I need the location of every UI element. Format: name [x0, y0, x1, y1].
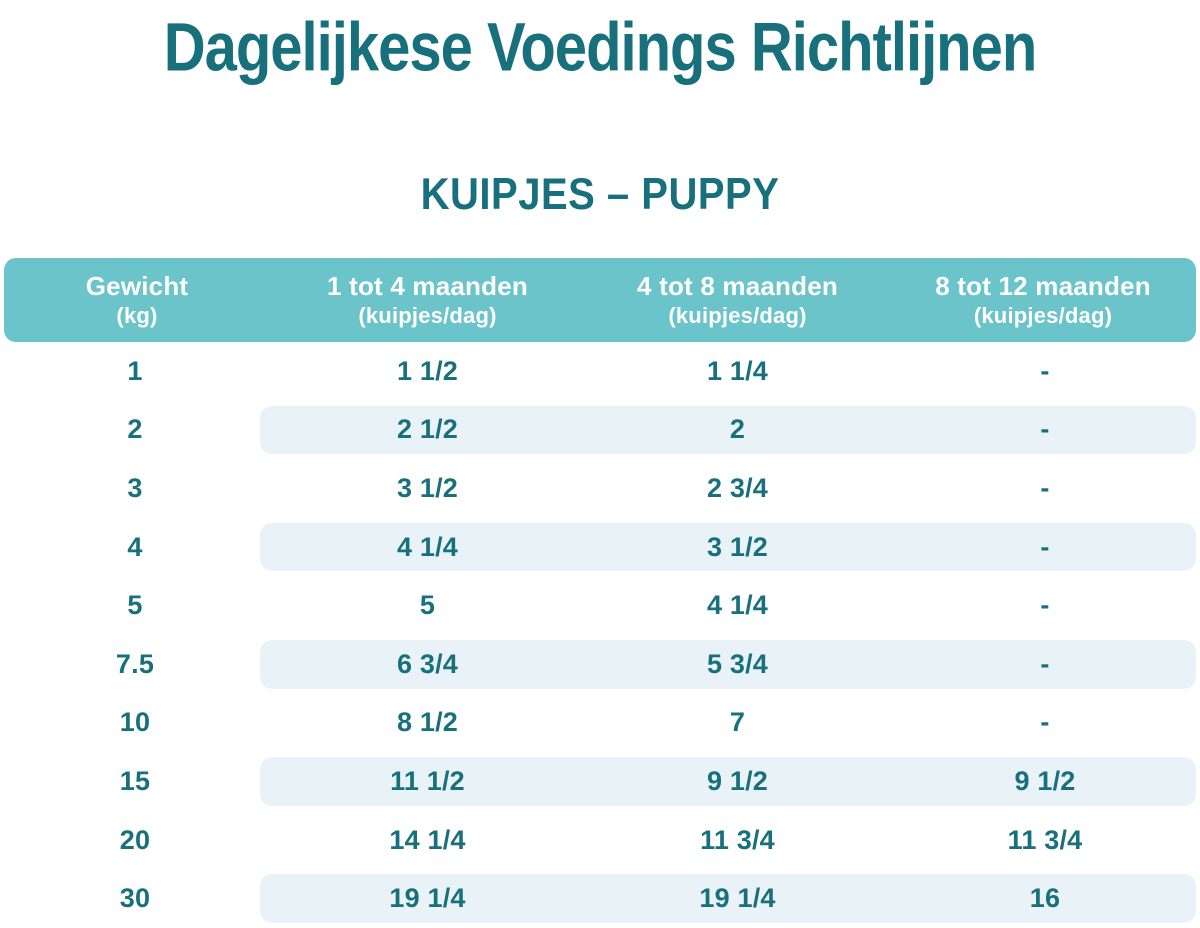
- value-cell: 3 1/2: [706, 531, 769, 562]
- value-cell: 2 3/4: [706, 472, 769, 503]
- column-header-2: 1 tot 4 maanden (kuipjes/dag): [270, 273, 585, 327]
- value-cell: 2: [729, 414, 746, 445]
- weight-cell: 3: [127, 472, 143, 503]
- value-cell: 6 3/4: [396, 648, 459, 679]
- table-row: 3 3 1/2 2 3/4 -: [0, 459, 1200, 518]
- table-row: 1 1 1/2 1 1/4 -: [0, 342, 1200, 401]
- column-header-label: 8 tot 12 maanden: [935, 271, 1151, 301]
- table-row: 2 2 1/2 2 -: [0, 401, 1200, 460]
- value-cell: 9 1/2: [706, 765, 769, 796]
- weight-cell: 7.5: [115, 648, 155, 679]
- weight-cell: 4: [127, 531, 143, 562]
- value-cell: -: [1040, 648, 1050, 679]
- section-subtitle: KUIPJES – PUPPY: [420, 169, 780, 220]
- weight-cell: 15: [119, 765, 151, 796]
- value-cell: -: [1040, 414, 1050, 445]
- value-cell: 16: [1029, 883, 1061, 914]
- weight-cell: 30: [119, 883, 151, 914]
- column-header-4: 8 tot 12 maanden (kuipjes/dag): [890, 273, 1196, 327]
- table-row: 4 4 1/4 3 1/2 -: [0, 518, 1200, 577]
- value-cell: 4 1/4: [706, 590, 769, 621]
- weight-cell: 20: [119, 824, 151, 855]
- value-cell: 19 1/4: [389, 883, 466, 914]
- column-header-label: Gewicht: [85, 271, 189, 301]
- table-row: 10 8 1/2 7 -: [0, 694, 1200, 753]
- column-header-sub: (kuipjes/dag): [358, 303, 497, 328]
- column-header-label: 1 tot 4 maanden: [327, 271, 528, 301]
- column-header-label: 4 tot 8 maanden: [637, 271, 838, 301]
- value-cell: 11 3/4: [1007, 824, 1083, 855]
- value-cell: -: [1040, 472, 1050, 503]
- value-cell: 7: [729, 707, 746, 738]
- value-cell: 14 1/4: [389, 824, 466, 855]
- table-row: 15 11 1/2 9 1/2 9 1/2: [0, 752, 1200, 811]
- weight-cell: 2: [127, 414, 143, 445]
- value-cell: 1 1/4: [706, 355, 769, 386]
- value-cell: -: [1040, 355, 1050, 386]
- value-cell: 1 1/2: [396, 355, 459, 386]
- column-header-3: 4 tot 8 maanden (kuipjes/dag): [585, 273, 890, 327]
- value-cell: 11 1/2: [390, 765, 465, 796]
- value-cell: 2 1/2: [396, 414, 459, 445]
- column-header-sub: (kg): [116, 303, 158, 328]
- weight-cell: 1: [127, 355, 143, 386]
- table-row: 5 5 4 1/4 -: [0, 576, 1200, 635]
- column-header-sub: (kuipjes/dag): [973, 303, 1113, 328]
- value-cell: -: [1040, 707, 1050, 738]
- value-cell: 11 3/4: [700, 824, 775, 855]
- column-header-sub: (kuipjes/dag): [668, 303, 807, 328]
- value-cell: 5 3/4: [706, 648, 769, 679]
- table-row: 30 19 1/4 19 1/4 16: [0, 869, 1200, 928]
- value-cell: -: [1040, 531, 1050, 562]
- value-cell: -: [1040, 590, 1050, 621]
- column-header-1: Gewicht (kg): [4, 273, 270, 327]
- table-header-row: Gewicht (kg) 1 tot 4 maanden (kuipjes/dag) 4…: [4, 258, 1196, 342]
- table-row: 7.5 6 3/4 5 3/4 -: [0, 635, 1200, 694]
- feeding-guidelines-table: Gewicht (kg) 1 tot 4 maanden (kuipjes/dag) 4…: [0, 258, 1200, 928]
- table-row: 20 14 1/4 11 3/4 11 3/4: [0, 811, 1200, 870]
- value-cell: 19 1/4: [699, 883, 776, 914]
- value-cell: 4 1/4: [396, 531, 459, 562]
- value-cell: 5: [419, 590, 436, 621]
- weight-cell: 5: [127, 590, 143, 621]
- value-cell: 9 1/2: [1014, 765, 1076, 796]
- value-cell: 8 1/2: [396, 707, 459, 738]
- page-title: Dagelijkese Voedings Richtlijnen: [163, 9, 1038, 86]
- value-cell: 3 1/2: [396, 472, 459, 503]
- weight-cell: 10: [119, 707, 151, 738]
